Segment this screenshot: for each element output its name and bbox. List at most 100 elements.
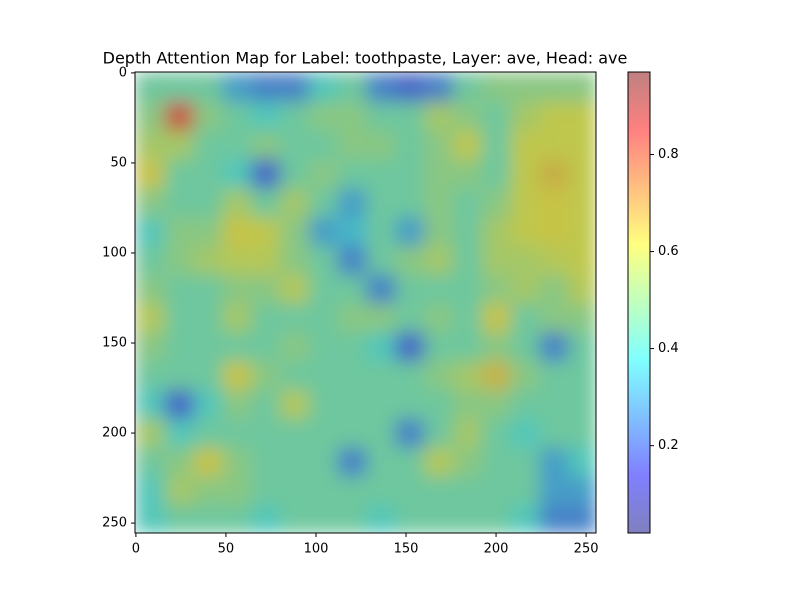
colorbar-tick-label: 0.2 [658,438,679,453]
heatmap-cell [308,274,339,304]
heatmap-cell [395,216,425,247]
heatmap-cell [193,505,223,533]
heatmap-cell [279,274,310,304]
heatmap-cell [164,418,195,448]
heatmap-cell [539,188,569,218]
heatmap-cell [164,274,195,304]
x-tick-label: 0 [132,542,140,557]
heatmap-cell [452,303,483,333]
heatmap-cell [395,159,425,189]
heatmap-cell [308,476,339,506]
heatmap-cell [452,72,483,103]
heatmap-cell [481,332,511,362]
colorbar-tick-label: 0.4 [658,341,679,356]
heatmap-cell [337,274,367,304]
heatmap-cell [337,72,367,103]
heatmap-cell [481,72,511,103]
heatmap-cell [568,188,596,218]
heatmap-cell [135,274,166,304]
heatmap-cell [452,101,483,132]
heatmap-cell [510,476,540,506]
y-tick-label: 200 [102,426,127,441]
heatmap-cell [251,418,281,448]
heatmap-cell [251,303,281,333]
heatmap-cells [135,72,596,533]
heatmap-cell [481,245,511,276]
heatmap-cell [135,216,166,247]
heatmap-cell [568,389,596,420]
heatmap-cell [135,476,166,506]
heatmap-cell [452,274,483,304]
heatmap-cell [279,245,310,276]
heatmap-cell [279,418,310,448]
heatmap-cell [539,130,569,160]
heatmap-cell [222,389,252,420]
heatmap-cell [568,476,596,506]
heatmap-cell [308,245,339,276]
heatmap-cell [510,447,540,477]
heatmap-cell [424,188,454,218]
heatmap-cell [481,159,511,189]
heatmap-cell [222,303,252,333]
heatmap-cell [539,418,569,448]
heatmap-cell [395,418,425,448]
heatmap-cell [193,361,223,391]
heatmap-cell [366,72,396,103]
heatmap-cell [424,332,454,362]
heatmap-cell [222,447,252,477]
heatmap-cell [164,159,195,189]
heatmap-cell [164,245,195,276]
heatmap-cell [193,303,223,333]
heatmap-cell [366,245,396,276]
heatmap-cell [135,505,166,533]
heatmap-cell [510,101,540,132]
heatmap-cell [424,447,454,477]
heatmap-cell [452,245,483,276]
heatmap-cell [251,389,281,420]
heatmap-cell [337,188,367,218]
heatmap-cell [452,476,483,506]
heatmap-cell [279,72,310,103]
y-tick-label: 250 [102,516,127,531]
heatmap-cell [539,274,569,304]
heatmap-cell [308,159,339,189]
heatmap-cell [366,274,396,304]
heatmap-cell [193,389,223,420]
heatmap-cell [308,130,339,160]
heatmap-cell [251,476,281,506]
heatmap-cell [279,216,310,247]
heatmap-cell [279,476,310,506]
heatmap-cell [279,361,310,391]
heatmap-cell [510,72,540,103]
heatmap-cell [366,130,396,160]
heatmap-cell [481,389,511,420]
heatmap-cell [452,418,483,448]
heatmap-cell [366,447,396,477]
heatmap-cell [424,505,454,533]
heatmap-cell [424,418,454,448]
heatmap-cell [424,101,454,132]
heatmap-cell [395,245,425,276]
heatmap-cell [424,130,454,160]
heatmap-cell [510,216,540,247]
heatmap-cell [135,130,166,160]
heatmap-cell [164,361,195,391]
heatmap-cell [568,72,596,103]
heatmap-cell [481,188,511,218]
heatmap-cell [251,130,281,160]
heatmap-cell [193,188,223,218]
heatmap-cell [452,447,483,477]
heatmap-cell [193,101,223,132]
y-tick-label: 0 [119,65,127,80]
heatmap-cell [308,447,339,477]
heatmap-cell [366,101,396,132]
heatmap-cell [539,101,569,132]
heatmap-cell [395,188,425,218]
heatmap-cell [395,72,425,103]
heatmap-cell [279,332,310,362]
heatmap [135,72,596,533]
heatmap-cell [366,159,396,189]
heatmap-cell [568,130,596,160]
heatmap-cell [135,332,166,362]
chart-title: Depth Attention Map for Label: toothpast… [103,49,628,68]
